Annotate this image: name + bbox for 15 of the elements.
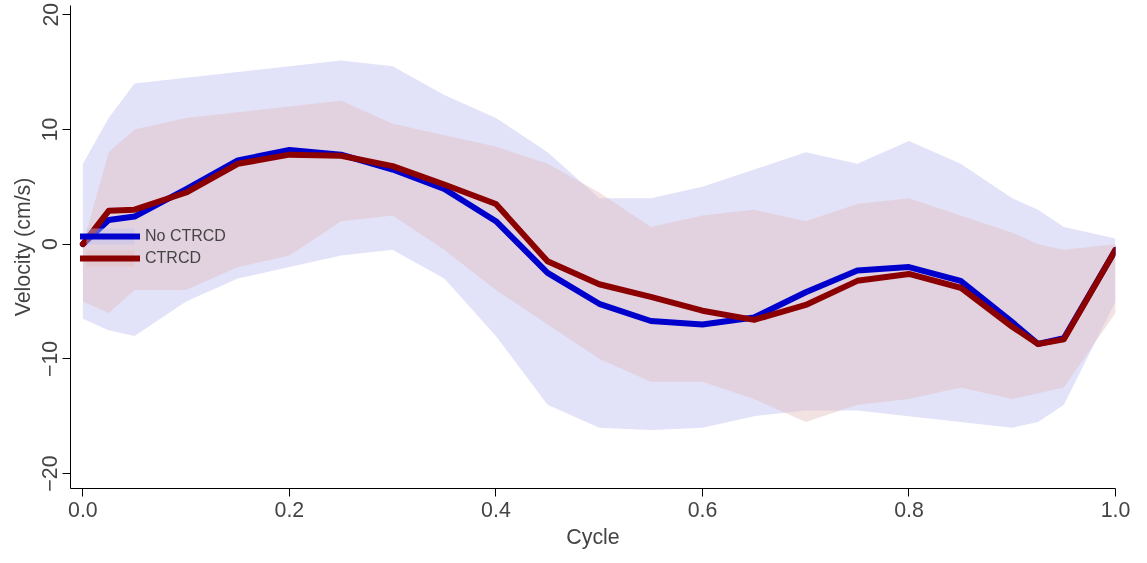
x-tick-label: 0.2 (274, 497, 305, 522)
y-tick-label: −20 (38, 455, 63, 492)
y-tick-label: 0 (38, 238, 63, 251)
x-tick-label: 0.8 (894, 497, 924, 522)
y-tick-label: 10 (38, 117, 63, 142)
x-tick-label: 0.0 (68, 497, 98, 522)
x-tick-label: 0.4 (481, 497, 511, 522)
y-tick-label: −10 (38, 340, 63, 377)
legend-label: No CTRCD (145, 226, 226, 245)
legend-label: CTRCD (145, 248, 201, 267)
x-tick-label: 1.0 (1100, 497, 1131, 522)
x-tick-label: 0.6 (687, 497, 718, 522)
y-axis-title: Velocity (cm/s) (10, 177, 35, 317)
x-axis-title: Cycle (566, 524, 620, 549)
y-tick-label: 20 (38, 2, 63, 27)
